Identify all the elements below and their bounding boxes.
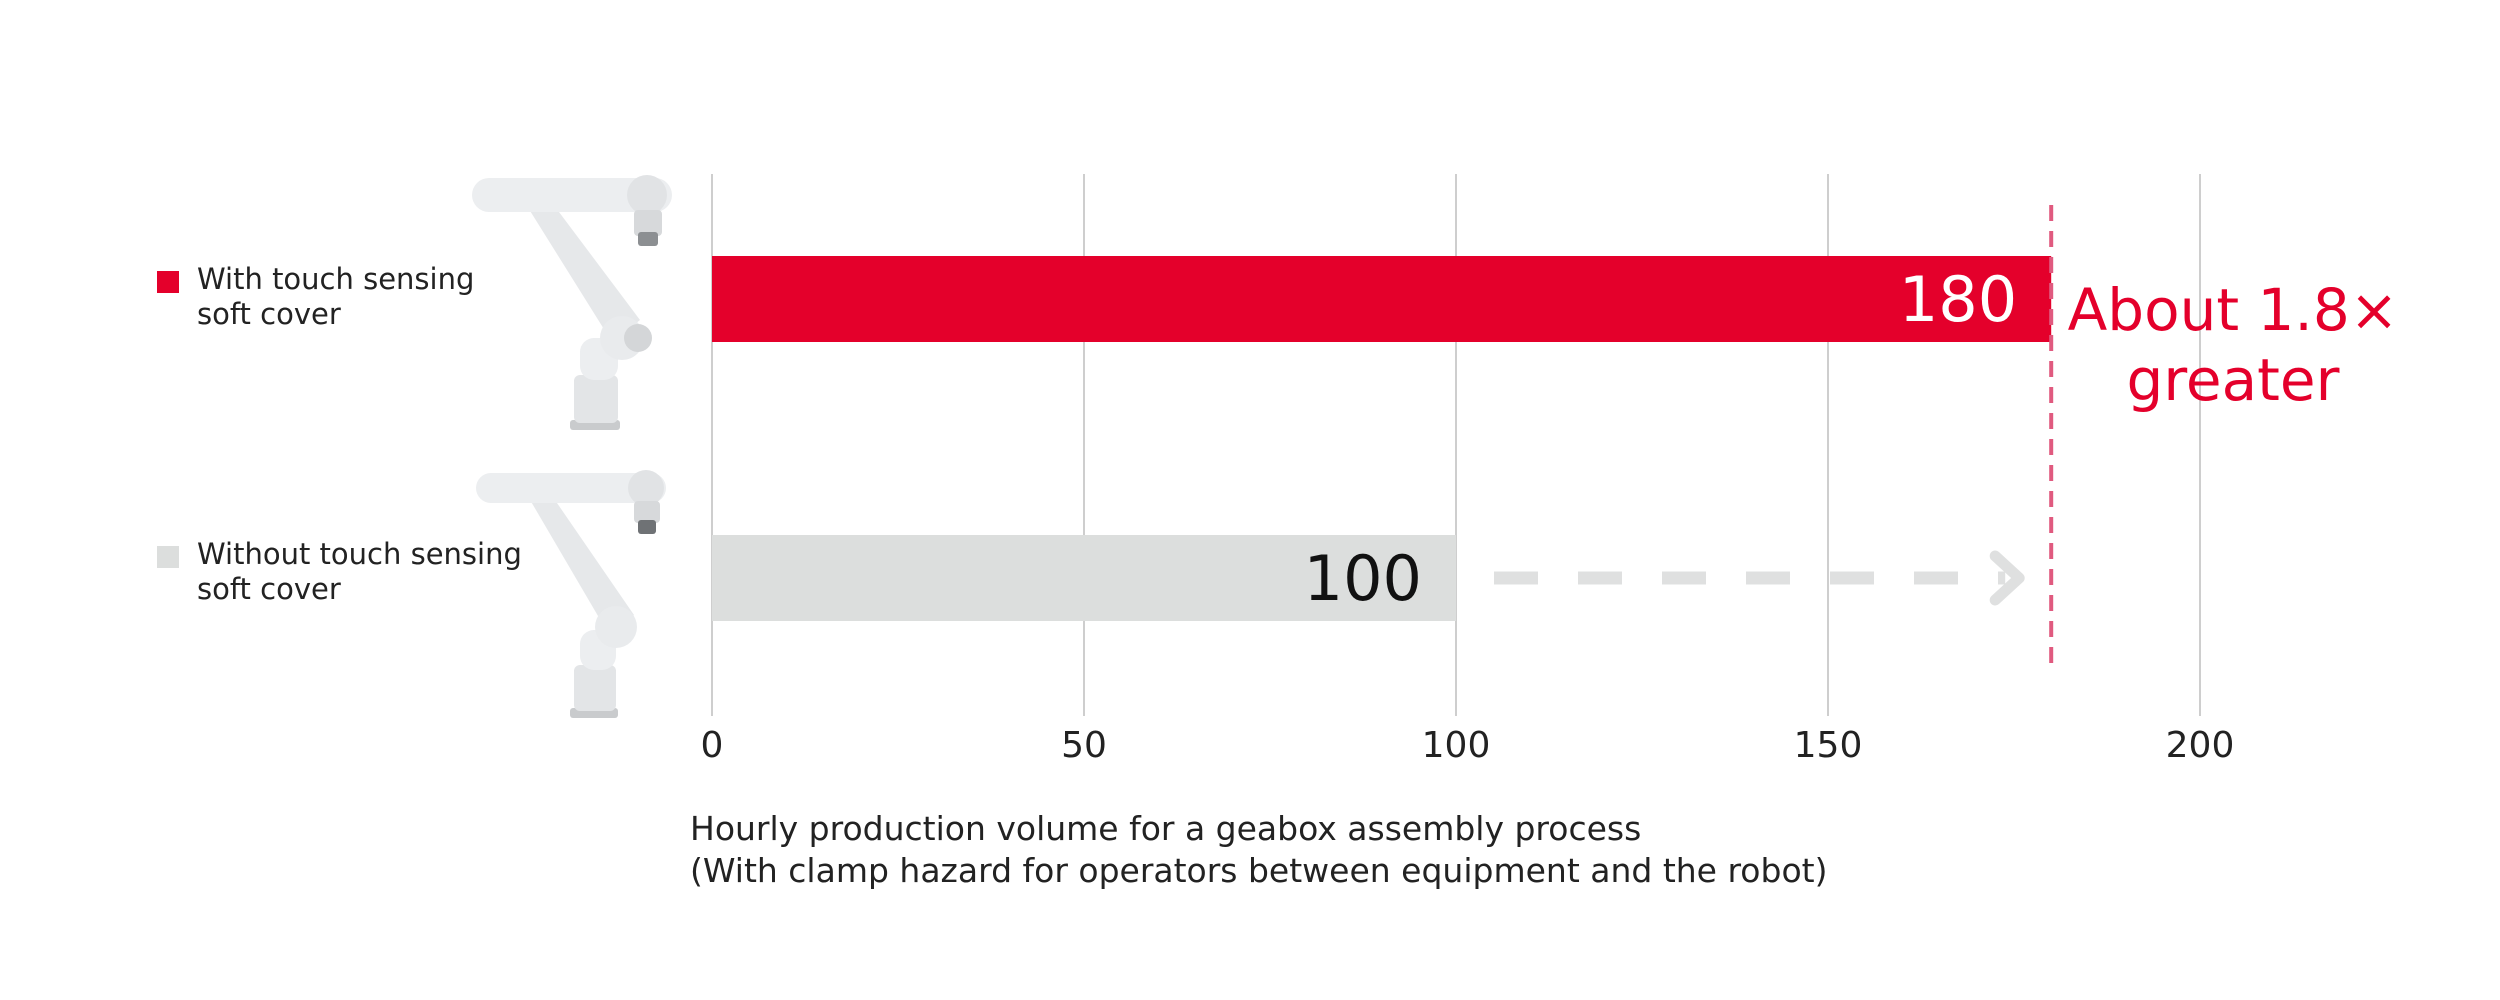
legend-label-without-cover: Without touch sensing soft cover	[197, 537, 522, 606]
x-tick-labels: 0 50 100 150 200	[701, 725, 2235, 766]
bars	[712, 256, 2052, 621]
x-tick-label: 50	[1061, 725, 1107, 766]
data-label: 180	[1899, 263, 2017, 336]
annotation-line: About 1.8×	[2068, 276, 2399, 344]
legend-swatch-with-cover	[157, 271, 179, 293]
x-tick-label: 100	[1422, 725, 1491, 766]
comparison-annotation: About 1.8× greater	[1494, 205, 2398, 668]
legend-item-with-cover: With touch sensing soft cover	[157, 262, 474, 332]
data-labels: 180 100	[1304, 263, 2018, 615]
legend-item-without-cover: Without touch sensing soft cover	[157, 537, 522, 607]
x-axis-label: Hourly production volume for a geabox as…	[690, 809, 1828, 890]
data-label: 100	[1304, 542, 1422, 615]
bar	[712, 535, 1456, 621]
legend-swatch-without-cover	[157, 546, 179, 568]
legend-label-with-cover: With touch sensing soft cover	[197, 262, 475, 331]
robot-arm-icon	[472, 175, 672, 430]
x-tick-label: 150	[1794, 725, 1863, 766]
x-tick-label: 200	[2166, 725, 2235, 766]
comparison-arrowhead	[1989, 550, 2025, 606]
annotation-text: About 1.8× greater	[2068, 276, 2399, 414]
bar	[712, 256, 2052, 342]
annotation-line: greater	[2127, 346, 2340, 414]
grid-lines	[711, 174, 2201, 716]
robot-arm-icon	[476, 470, 666, 718]
x-tick-label: 0	[701, 725, 724, 766]
